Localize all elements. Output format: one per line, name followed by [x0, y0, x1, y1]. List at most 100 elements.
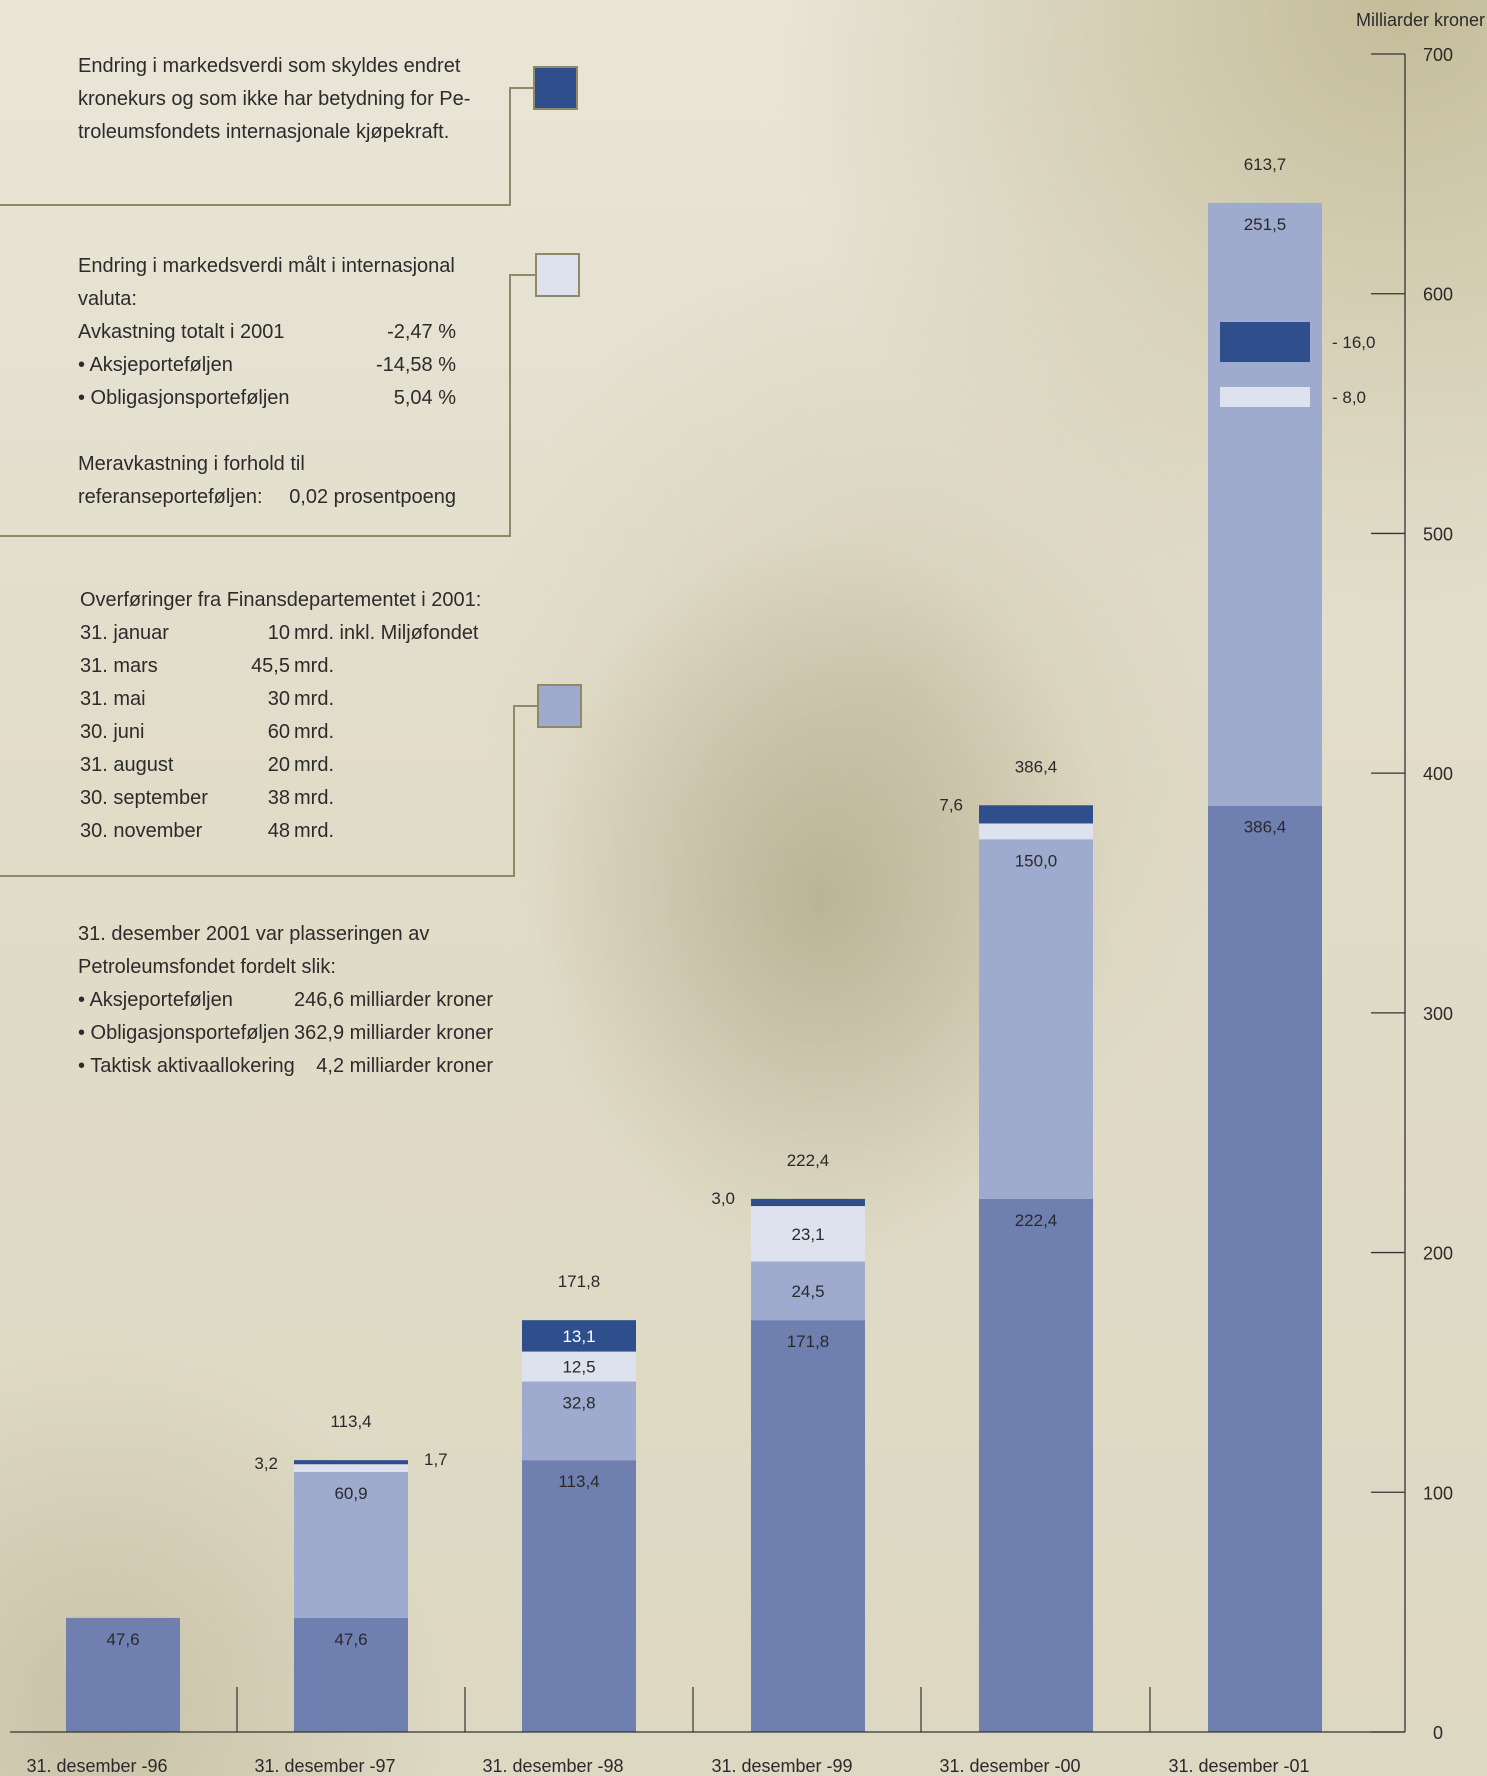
bar-total-label: 222,4 — [787, 1151, 830, 1170]
segment-label: 150,0 — [1015, 851, 1058, 870]
bar-segment-currency_change — [294, 1464, 408, 1472]
transfer-amount: 10 — [267, 622, 290, 644]
bar-total-label: 386,4 — [1015, 757, 1058, 776]
transfer-row: 30. september 38 mrd. — [80, 782, 500, 815]
segment-side-label: 7,6 — [939, 795, 963, 814]
allocation-label: • Taktisk aktivaallokering — [78, 1055, 295, 1077]
excess-return-row: referanseporteføljen: 0,02 prosentpoeng — [78, 481, 456, 514]
segment-side-label: 3,2 — [254, 1454, 278, 1473]
transfer-amount: 30 — [267, 688, 290, 710]
transfer-date: 31. august — [80, 754, 174, 776]
segment-label: 47,6 — [106, 1630, 139, 1649]
segment-label: 60,9 — [334, 1484, 367, 1503]
x-category-label: 31. desember -97 — [254, 1756, 395, 1776]
return-row: • Obligasjonsporteføljen 5,04 % — [78, 382, 456, 415]
transfer-row: 31. mai 30 mrd. — [80, 683, 500, 716]
return-label: Avkastning totalt i 2001 — [78, 321, 285, 343]
segment-side-label: 3,0 — [711, 1189, 735, 1208]
bar-segment-base — [294, 1617, 408, 1732]
allocation-row: • Taktisk aktivaallokering 4,2 milliarder… — [78, 1050, 493, 1083]
transfer-note: mrd. — [294, 721, 334, 743]
legend-swatch — [535, 253, 580, 297]
transfer-row: 31. august 20 mrd. — [80, 749, 500, 782]
excess-return-value: 0,02 prosentpoeng — [289, 486, 456, 508]
transfer-row: 31. mars 45,5 mrd. — [80, 650, 500, 683]
bar-segment-base — [522, 1460, 636, 1732]
allocation-title: 31. desember 2001 var plasseringen av — [78, 923, 430, 945]
transfer-amount: 20 — [267, 754, 290, 776]
bars: 47,6 47,6 60,9 3,2 1,7 113,4 113,4 32,8 12,5 13,1… — [66, 155, 1375, 1732]
allocation-text: 31. desember 2001 var plasseringen av Pe… — [78, 918, 493, 1083]
transfer-row: 30. november 48 mrd. — [80, 815, 500, 848]
y-tick-label: 0 — [1433, 1723, 1443, 1743]
return-label: • Obligasjonsporteføljen — [78, 387, 290, 409]
transfer-row: 30. juni 60 mrd. — [80, 716, 500, 749]
segment-label: 113,4 — [558, 1472, 599, 1491]
segment-label: 222,4 — [1015, 1211, 1058, 1230]
bar-segment-currency_change — [522, 1351, 636, 1382]
legend-text-currency-change: Endring i markedsverdi målt i internasjo… — [78, 250, 456, 514]
legend-line: Endring i markedsverdi som skyldes endre… — [78, 55, 461, 77]
y-tick-label: 400 — [1423, 764, 1453, 784]
y-axis-unit-label: Milliarder kroner — [1355, 10, 1485, 30]
legend-line: valuta: — [78, 288, 137, 310]
segment-label: 23,1 — [791, 1225, 824, 1244]
bar-segment-transfers — [979, 839, 1093, 1199]
legend-text-krone-change: Endring i markedsverdi som skyldes endre… — [78, 50, 478, 149]
segment-side-label: 1,7 — [424, 1450, 448, 1469]
transfer-amount: 38 — [267, 787, 290, 809]
y-tick-label: 700 — [1423, 45, 1453, 65]
bar-segment-krone_change — [522, 1320, 636, 1352]
allocation-label: • Aksjeporteføljen — [78, 989, 233, 1011]
allocation-title: Petroleumsfondet fordelt slik: — [78, 956, 336, 978]
transfer-note: mrd. — [294, 787, 334, 809]
transfer-note: mrd. inkl. Miljøfondet — [294, 622, 479, 644]
transfer-note: mrd. — [294, 754, 334, 776]
bar-segment-transfers — [1208, 202, 1322, 806]
segment-label: 251,5 — [1244, 215, 1287, 234]
bar-segment-transfers — [751, 1261, 865, 1321]
x-category-label: 31. desember -99 — [711, 1756, 852, 1776]
bar-segment-krone_change — [294, 1460, 408, 1465]
segment-label: 386,4 — [1244, 818, 1287, 837]
bar-segment-krone_change — [751, 1198, 865, 1207]
x-category-label: 31. desember -98 — [482, 1756, 623, 1776]
legend-swatch — [537, 684, 582, 728]
legend-leader-line — [0, 87, 534, 206]
legend-line: kronekurs og som ikke har betydning for … — [78, 88, 471, 110]
x-axis: 31. desember -96 31. desember -97 31. dese… — [10, 1687, 1405, 1776]
transfer-amount: 60 — [267, 721, 290, 743]
bar-segment-transfers — [522, 1381, 636, 1461]
legend-leader-line — [0, 274, 536, 537]
transfer-amount: 48 — [267, 820, 290, 842]
negative-change-label: - 8,0 — [1332, 388, 1366, 407]
return-value: 5,04 % — [393, 387, 456, 409]
return-row: • Aksjeporteføljen -14,58 % — [78, 349, 456, 382]
bar-segment-base — [1208, 805, 1322, 1732]
allocation-row: • Obligasjonsporteføljen 362,9 milliarder… — [78, 1017, 493, 1050]
y-tick-label: 500 — [1423, 524, 1453, 544]
transfers-title: Overføringer fra Finansdepartementet i 2… — [80, 589, 482, 611]
transfer-date: 30. september — [80, 787, 208, 809]
transfer-amount: 45,5 — [251, 655, 290, 677]
x-category-label: 31. desember -00 — [939, 1756, 1080, 1776]
transfer-note: mrd. — [294, 688, 334, 710]
bar-segment-transfers — [294, 1471, 408, 1618]
transfer-date: 30. november — [80, 820, 203, 842]
bar-total-label: 171,8 — [558, 1272, 601, 1291]
segment-label: 12,5 — [562, 1358, 595, 1377]
x-category-label: 31. desember -96 — [26, 1756, 167, 1776]
allocation-label: • Obligasjonsporteføljen — [78, 1022, 290, 1044]
y-tick-label: 200 — [1423, 1244, 1453, 1264]
bar-segment-base — [66, 1617, 180, 1732]
transfer-row: 31. januar 10 mrd. inkl. Miljøfondet — [80, 617, 500, 650]
bar-segment-krone_change — [979, 805, 1093, 824]
transfer-date: 31. mai — [80, 688, 146, 710]
bar-total-label: 113,4 — [330, 1412, 371, 1431]
legend-line: troleumsfondets internasjonale kjøpekraf… — [78, 121, 450, 143]
legend-line: Endring i markedsverdi målt i internasjo… — [78, 255, 455, 277]
transfer-date: 30. juni — [80, 721, 145, 743]
segment-label: 24,5 — [791, 1282, 824, 1301]
bar-total-label: 613,7 — [1244, 155, 1287, 174]
negative-change-marker — [1220, 322, 1310, 362]
